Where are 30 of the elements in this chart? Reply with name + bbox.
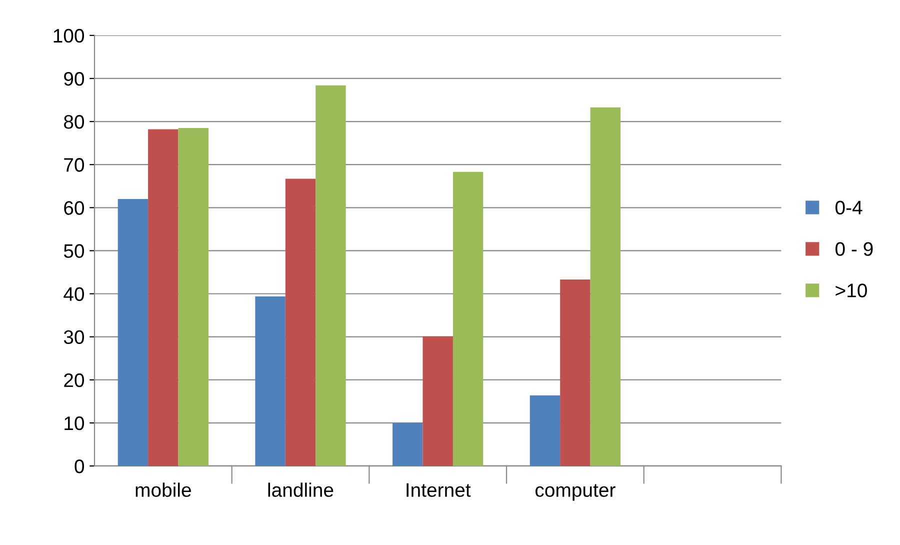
x-tick-label: Internet (406, 483, 471, 497)
y-tick-label: 20 (64, 373, 84, 388)
y-tick-label: 30 (64, 330, 84, 344)
y-tick-label: 0 (74, 459, 84, 474)
y-tick-label: 40 (64, 287, 84, 301)
legend-label: >10 (836, 284, 867, 298)
bar (452, 172, 484, 466)
legend-label: 0-4 (835, 200, 862, 214)
bar (178, 128, 208, 466)
bar (530, 395, 560, 466)
y-tick-label: 90 (64, 72, 84, 86)
x-tick-label: mobile (136, 482, 191, 497)
bar (255, 296, 286, 466)
bar (422, 336, 453, 466)
x-tick-label: landline (268, 482, 334, 497)
y-tick-label: 80 (64, 115, 84, 129)
bar (285, 178, 316, 466)
bar (392, 422, 423, 466)
legend-label: 0 - 9 (835, 242, 873, 256)
y-tick-label: 70 (64, 158, 84, 172)
bar (118, 199, 148, 466)
bar (560, 280, 590, 466)
bar (590, 107, 621, 466)
y-tick-label: 50 (64, 244, 84, 258)
y-tick-label: 10 (64, 416, 84, 430)
x-tick-label: computer (535, 484, 616, 501)
y-tick-label: 60 (64, 201, 84, 215)
bar (148, 129, 178, 466)
bar (316, 85, 346, 466)
y-tick-label: 100 (54, 28, 84, 43)
